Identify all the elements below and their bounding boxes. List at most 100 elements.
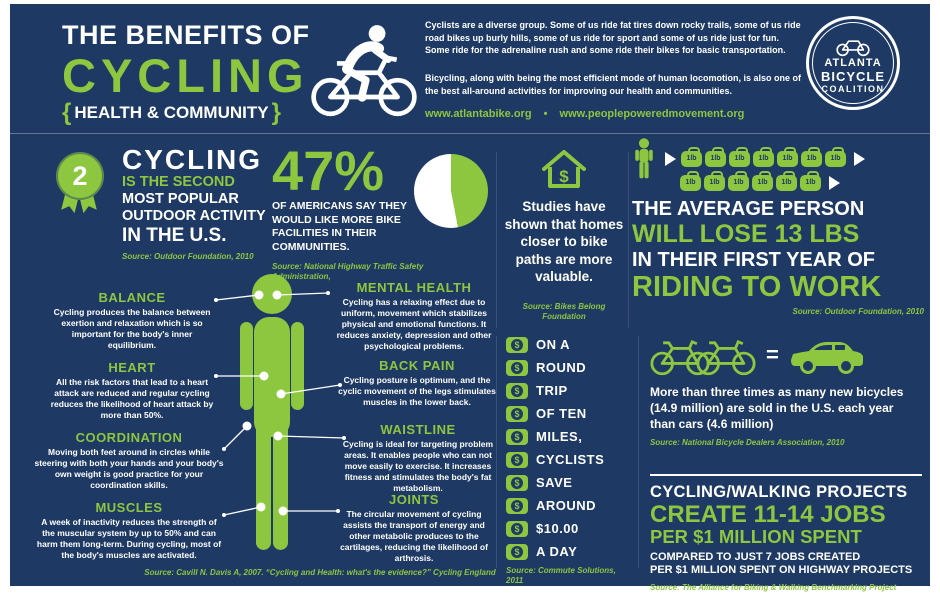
page-title-line1: THE BENEFITS OF [62, 20, 310, 50]
percent-value: 47% [272, 139, 385, 202]
weight-bag-icon: 1lb [705, 146, 726, 167]
logo-word-1: ATLANTA [824, 56, 882, 69]
fact-jobs-line4: COMPARED TO JUST 7 JOBS CREATED [650, 550, 861, 563]
money-icon: $ [506, 451, 528, 468]
house-dollar-icon: $ [542, 150, 586, 188]
cyclist-icon [311, 25, 417, 117]
benefit-joints: JOINTS The circular movement of cycling … [334, 492, 494, 564]
title-block: THE BENEFITS OF CYCLING { HEALTH & COMMU… [62, 20, 310, 125]
arrow-right-icon [829, 175, 840, 190]
fact-popular-line1: CYCLING [122, 144, 262, 175]
infographic-canvas: THE BENEFITS OF CYCLING { HEALTH & COMMU… [10, 4, 930, 592]
money-icon: $ [506, 497, 528, 514]
benefit-balance: BALANCE Cycling produces the balance bet… [48, 290, 216, 351]
benefit-waistline: WAISTLINE Cycling is ideal for targeting… [340, 422, 496, 494]
money-icon: $ [506, 474, 528, 491]
bag-label: 1lb [733, 179, 744, 186]
savings-word: SAVE [536, 475, 573, 490]
weight-bag-icon: 1lb [728, 170, 749, 191]
savings-line: $ ROUND [506, 359, 632, 376]
bag-label: 1lb [781, 179, 792, 186]
benefit-title: BACK PAIN [379, 358, 455, 373]
fact-jobs-line1: CYCLING/WALKING PROJECTS [650, 483, 908, 501]
benefit-mental-health: MENTAL HEALTH Cycling has a relaxing eff… [326, 280, 502, 352]
fact-homes-text: Studies have shown that homes closer to … [504, 199, 624, 285]
fact-popular-line4: OUTDOOR ACTIVITY [122, 208, 266, 225]
savings-word: CYCLISTS [536, 452, 605, 467]
fact-home-values: $ Studies have shown that homes closer t… [504, 148, 624, 322]
site-links: www.atlantabike.org • www.peoplepoweredm… [425, 108, 744, 120]
bag-label: 1lb [758, 155, 769, 162]
benefit-title: MUSCLES [95, 500, 163, 515]
benefit-title: BALANCE [98, 290, 166, 305]
fact-jobs-line5: PER $1 MILLION SPENT ON HIGHWAY PROJECTS [650, 564, 913, 577]
weight-bag-icon: 1lb [777, 146, 798, 167]
bag-label: 1lb [686, 155, 697, 162]
bag-label: 1lb [757, 179, 768, 186]
bag-label: 1lb [806, 155, 817, 162]
weight-bag-icon: 1lb [801, 146, 822, 167]
link-peoplepowered[interactable]: www.peoplepoweredmovement.org [559, 108, 745, 120]
logo-word-2: BICYCLE [820, 68, 886, 84]
source-citation: Source: The Alliance for Biking & Walkin… [650, 583, 897, 593]
bag-label: 1lb [782, 155, 793, 162]
weight-bag-icon: 1lb [753, 146, 774, 167]
fact-commute-savings: $ ON A $ ROUND $ TRIP $ OF TEN $ MILES, … [506, 336, 632, 586]
intro-paragraph-1: Cyclists are a diverse group. Some of us… [425, 20, 801, 56]
fact-jobs-line3: PER $1 MILLION SPENT [650, 526, 862, 548]
benefit-heart: HEART All the risk factors that lead to … [48, 360, 216, 421]
benefit-text: Moving both feet around in circles while… [34, 447, 224, 491]
savings-word: MILES, [536, 429, 583, 444]
fact-weight-loss: 1lb 1lb 1lb 1lb 1lb 1lb 1lb 1lb 1lb 1lb … [632, 137, 924, 317]
fact-weight-line2: WILL LOSE 13 LBS [632, 220, 860, 248]
benefit-text: All the risk factors that lead to a hear… [50, 377, 214, 421]
benefit-muscles: MUSCLES A week of inactivity reduces the… [34, 500, 224, 561]
brace-open: { [62, 99, 72, 126]
source-citation: Source: Outdoor Foundation, 2010 [792, 307, 924, 317]
fact-popular-line3: MOST POPULAR [122, 191, 239, 208]
bag-label: 1lb [830, 155, 841, 162]
source-citation: Source: Commute Solutions, 2011 [506, 566, 616, 585]
fact-47-text: OF AMERICANS SAY THEY WOULD LIKE MORE BI… [272, 200, 407, 254]
fact-jobs-line2: CREATE 11-14 JOBS [650, 501, 886, 528]
fact-bikes-text: More than three times as many new bicycl… [650, 385, 904, 432]
arrow-right-icon [665, 151, 676, 166]
link-atlantabike[interactable]: www.atlantabike.org [425, 108, 532, 120]
bag-label: 1lb [709, 179, 720, 186]
benefit-title: MENTAL HEALTH [356, 280, 472, 295]
benefit-text: Cycling has a relaxing effect due to uni… [336, 297, 492, 352]
fact-bikes-sold: = More than three times as many new bicy… [650, 334, 922, 448]
benefit-title: JOINTS [389, 492, 439, 507]
source-citation: Source: Outdoor Foundation, 2010 [122, 252, 254, 262]
source-citation: Source: Bikes Belong Foundation [522, 301, 606, 321]
weight-bag-icon: 1lb [825, 146, 846, 167]
bag-label: 1lb [710, 155, 721, 162]
fact-weight-line1: THE AVERAGE PERSON [632, 198, 865, 220]
benefit-title: HEART [108, 360, 156, 375]
bag-label: 1lb [734, 155, 745, 162]
weight-bag-icon: 1lb [776, 170, 797, 191]
savings-word: $10.00 [536, 521, 579, 536]
savings-line: $ CYCLISTS [506, 451, 632, 468]
weight-bag-icon: 1lb [729, 146, 750, 167]
benefit-title: COORDINATION [75, 430, 183, 445]
person-icon [635, 137, 653, 178]
brace-close: } [271, 99, 281, 126]
weight-bag-icon: 1lb [800, 170, 821, 191]
equals-sign: = [766, 342, 779, 367]
logo-bike-icon [836, 39, 870, 56]
savings-word: ON A [536, 337, 571, 352]
savings-word: TRIP [536, 383, 568, 398]
atlanta-bicycle-coalition-logo: ATLANTA BICYCLE COALITION [806, 16, 900, 110]
human-figure [240, 274, 304, 550]
fact-popular-line5: IN THE U.S. [122, 225, 227, 247]
badge-number: 2 [72, 160, 88, 191]
money-icon: $ [506, 359, 528, 376]
benefit-text: A week of inactivity reduces the strengt… [36, 517, 222, 561]
benefit-back-pain: BACK PAIN Cycling posture is optimum, an… [338, 358, 496, 408]
dollar-sign: $ [559, 167, 569, 186]
savings-line: $ MILES, [506, 428, 632, 445]
fact-weight-line4: RIDING TO WORK [632, 270, 882, 303]
arrow-right-icon [854, 151, 865, 166]
logo-word-3: COALITION [821, 83, 885, 94]
